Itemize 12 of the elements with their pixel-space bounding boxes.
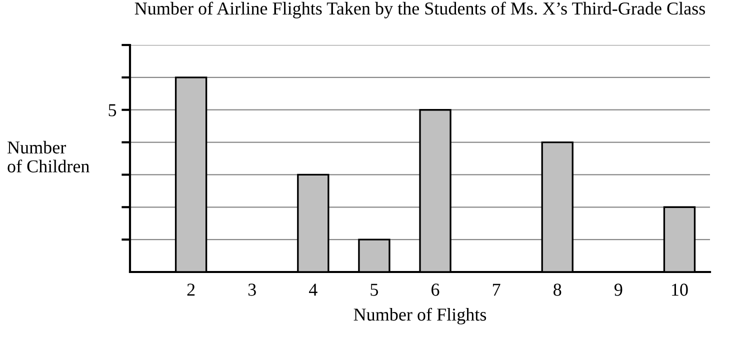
x-tick-label: 10 — [672, 284, 688, 296]
x-tick-label: 2 — [187, 284, 195, 296]
chart-title: Number of Airline Flights Taken by the Students of Ms. X’s Third-Grade Class — [134, 2, 705, 18]
x-tick-label: 7 — [492, 284, 500, 296]
y-axis-title: Number of Children — [8, 140, 90, 172]
x-tick-label: 8 — [554, 284, 562, 296]
x-tick-label: 5 — [370, 284, 378, 296]
x-axis-title: Number of Flights — [354, 308, 486, 324]
x-tick-label: 6 — [432, 284, 440, 296]
x-tick-label: 9 — [614, 284, 622, 296]
x-tick-label: 3 — [248, 284, 256, 296]
x-tick-label: 4 — [308, 284, 318, 296]
